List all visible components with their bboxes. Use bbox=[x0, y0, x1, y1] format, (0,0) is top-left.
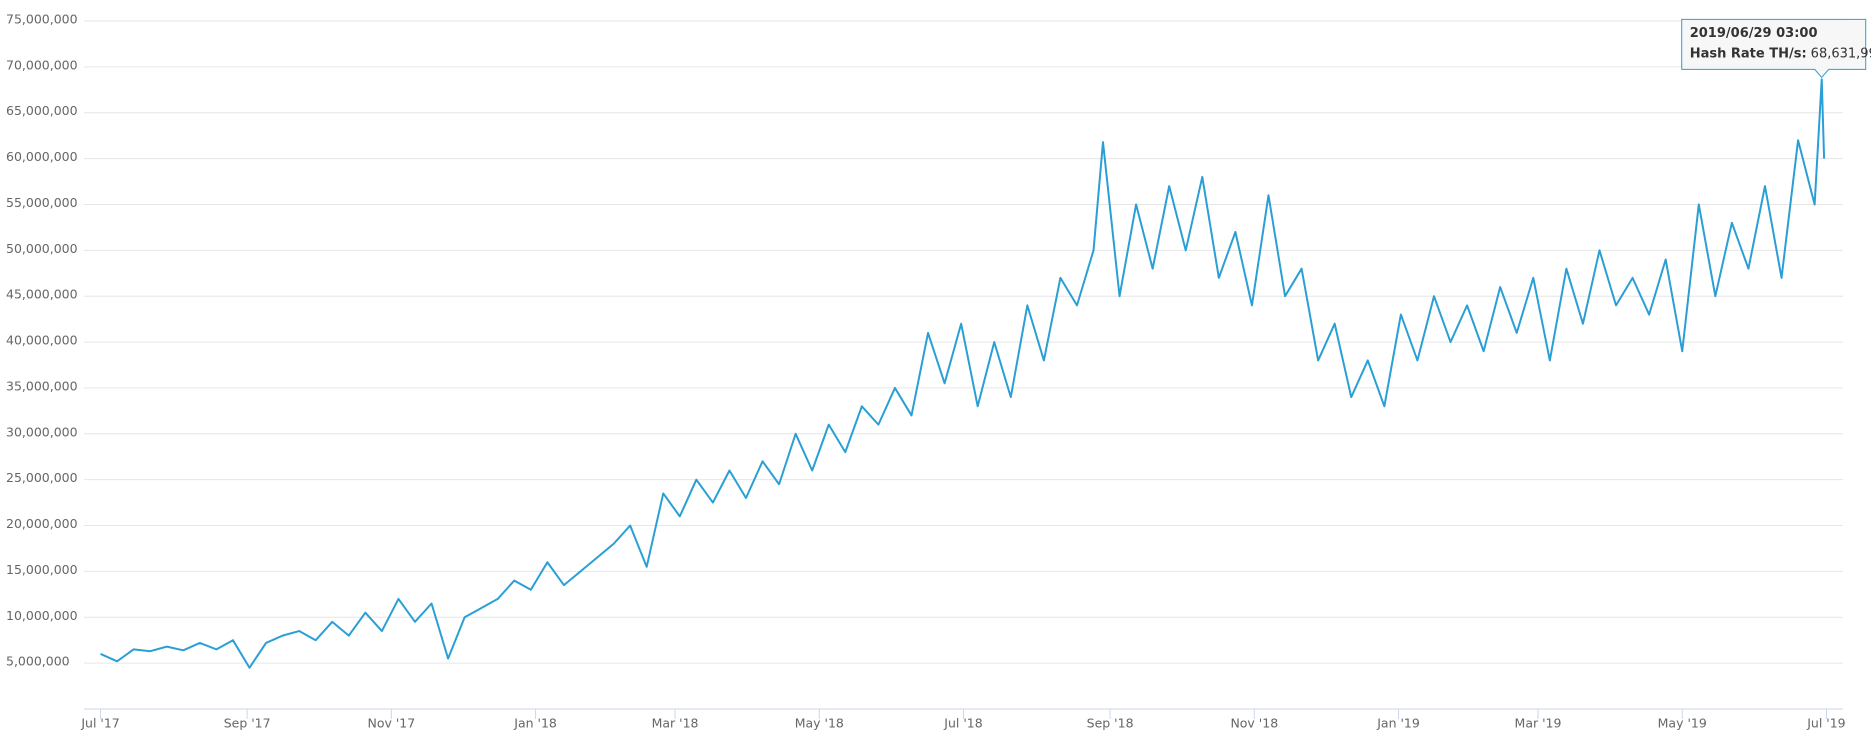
y-tick-label: 55,000,000 bbox=[6, 195, 78, 210]
tooltip-title: 2019/06/29 03:00 bbox=[1690, 26, 1818, 41]
y-tick-label: 15,000,000 bbox=[6, 562, 78, 577]
y-tick-label: 65,000,000 bbox=[6, 103, 78, 118]
tooltip-label: Hash Rate TH/s: 68,631,992 bbox=[1690, 46, 1871, 61]
y-tick-label: 75,000,000 bbox=[6, 12, 78, 27]
x-tick-label: Jul '17 bbox=[80, 716, 119, 731]
y-tick-label: 45,000,000 bbox=[6, 287, 78, 302]
x-tick-label: May '18 bbox=[795, 716, 844, 731]
tooltip-series: Hash Rate TH/s: bbox=[1690, 46, 1807, 61]
x-tick-label: Jan '18 bbox=[513, 716, 557, 731]
tooltip: 2019/06/29 03:00 Hash Rate TH/s: 68,631,99… bbox=[1681, 18, 1871, 79]
data-line bbox=[100, 78, 1826, 669]
y-tick-label: 20,000,000 bbox=[6, 516, 78, 531]
x-tick-label: Jul '19 bbox=[1806, 716, 1845, 731]
y-tick-label: 60,000,000 bbox=[6, 149, 78, 164]
tooltip-value: 68,631,992 bbox=[1811, 46, 1871, 61]
y-tick-label: 5,000,000 bbox=[6, 654, 70, 669]
y-tick-label: 50,000,000 bbox=[6, 241, 78, 256]
x-tick-label: Mar '18 bbox=[652, 716, 699, 731]
y-tick-label: 70,000,000 bbox=[6, 57, 78, 72]
tooltip-box bbox=[1681, 18, 1867, 79]
y-tick-label: 30,000,000 bbox=[6, 424, 78, 439]
x-tick-label: Mar '19 bbox=[1515, 716, 1562, 731]
y-tick-label: 35,000,000 bbox=[6, 378, 78, 393]
y-tick-label: 25,000,000 bbox=[6, 470, 78, 485]
x-tick-label: Nov '17 bbox=[367, 716, 415, 731]
x-tick-label: May '19 bbox=[1658, 716, 1707, 731]
x-tick-label: Jan '19 bbox=[1376, 716, 1420, 731]
y-tick-label: 40,000,000 bbox=[6, 333, 78, 348]
x-tick-label: Nov '18 bbox=[1230, 716, 1278, 731]
y-tick-label: 10,000,000 bbox=[6, 608, 78, 623]
x-tick-label: Sep '17 bbox=[224, 716, 271, 731]
x-tick-label: Sep '18 bbox=[1087, 716, 1134, 731]
x-tick-label: Jul '18 bbox=[943, 716, 982, 731]
